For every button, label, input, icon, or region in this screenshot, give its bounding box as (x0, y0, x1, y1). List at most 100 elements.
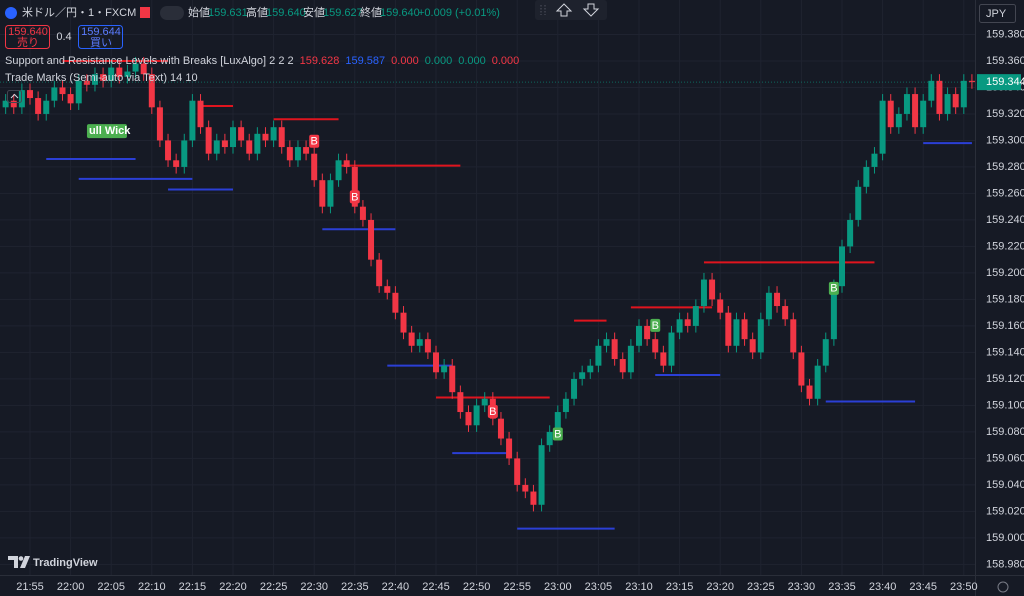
y-tick-label: 159.360 (986, 55, 1024, 67)
candle-body (611, 339, 618, 360)
symbol[interactable]: 米ドル／円・1・FXCM (22, 6, 136, 19)
buy-label[interactable]: 買い (90, 36, 112, 49)
candle-body (806, 385, 813, 399)
collapse-button[interactable] (7, 90, 22, 103)
candle-body (920, 100, 927, 128)
x-tick-label: 22:40 (382, 581, 410, 593)
indicator-name: Trade Marks (Semi-auto via Text) 14 10 (5, 72, 198, 84)
symbol-icon (5, 7, 17, 19)
candle-body (798, 352, 805, 386)
high-value: 159.640 (266, 7, 306, 19)
toolbar (535, 0, 607, 20)
x-tick-label: 22:50 (463, 581, 491, 593)
currency-button[interactable] (979, 4, 1016, 23)
candle-body (619, 359, 626, 373)
candle-body (221, 140, 228, 148)
candle-body (124, 71, 131, 77)
y-tick-label: 159.120 (986, 373, 1024, 385)
indicator-value: 159.587 (345, 55, 385, 67)
x-tick-label: 23:50 (950, 581, 978, 593)
candle-body (473, 405, 480, 426)
logo-dot (18, 556, 24, 561)
candle-body (676, 319, 683, 333)
candle-body (522, 484, 529, 492)
candle-body (91, 74, 98, 85)
candle-body (595, 345, 602, 366)
y-tick-label: 159.040 (986, 479, 1024, 491)
y-tick-label: 159.200 (986, 267, 1024, 279)
candle-body (205, 127, 212, 154)
candle-body (335, 160, 342, 181)
settings-icon[interactable] (997, 581, 1009, 593)
candle-body (2, 100, 9, 108)
candle-body (148, 74, 155, 108)
flag[interactable] (140, 7, 150, 18)
x-tick-label: 23:10 (625, 581, 653, 593)
x-tick-label: 23:00 (544, 581, 572, 593)
candle-body (782, 306, 789, 320)
candle-body (400, 312, 407, 333)
candle-body (725, 312, 732, 346)
signal-label: B (489, 406, 496, 418)
y-tick-label: 159.100 (986, 399, 1024, 411)
x-tick-label: 22:05 (97, 581, 125, 593)
logo-text[interactable]: TradingView (33, 557, 98, 569)
candle-body (83, 80, 90, 85)
candle-body (75, 80, 82, 104)
candle-body (579, 372, 586, 379)
x-tick-label: 22:10 (138, 581, 166, 593)
candle-body (668, 332, 675, 366)
close-value: 159.640 (380, 7, 420, 19)
x-tick-label: 22:35 (341, 581, 369, 593)
indicator-value: 0.000 (391, 55, 419, 67)
candle-body (465, 412, 472, 426)
scroll-down[interactable] (582, 3, 600, 17)
sell-price[interactable]: 159.640 (8, 26, 48, 38)
candle-body (636, 325, 642, 346)
candle-body (887, 100, 894, 128)
signal-label: B (554, 428, 561, 440)
candle-body (238, 127, 245, 141)
candle-body (709, 279, 716, 300)
candle-body (35, 98, 42, 114)
candle-body (262, 133, 269, 141)
y-tick-label: 159.060 (986, 452, 1024, 464)
candle-body (871, 153, 878, 167)
candle-body (733, 319, 740, 346)
candle-body (652, 339, 659, 353)
candle-body (43, 100, 50, 114)
indicator-value: 0.000 (492, 55, 520, 67)
indicator-value: 0.000 (458, 55, 486, 67)
x-tick-label: 22:30 (300, 581, 328, 593)
candle-body (863, 166, 870, 187)
sell-button[interactable] (5, 25, 50, 49)
candle-body (546, 431, 553, 446)
status-toggle[interactable] (160, 6, 184, 20)
candle-body (173, 160, 180, 167)
candle-body (27, 90, 33, 99)
buy-button[interactable] (78, 25, 123, 49)
candle-body (936, 80, 943, 114)
x-tick-label: 22:20 (219, 581, 247, 593)
currency[interactable]: JPY (986, 8, 1007, 20)
collapse-icon (10, 93, 19, 99)
y-tick-label: 159.240 (986, 214, 1024, 226)
candle-body (424, 339, 431, 353)
candles (2, 56, 975, 512)
y-tick-label: 159.300 (986, 134, 1024, 146)
signal-marker (349, 190, 360, 204)
candle-body (562, 398, 569, 413)
candle-body (270, 127, 277, 141)
candle-body (530, 491, 537, 505)
logo-mark (8, 556, 30, 568)
candle-body (213, 140, 220, 154)
sell-label[interactable]: 売り (17, 36, 39, 49)
scroll-up[interactable] (555, 3, 573, 17)
candle-body (10, 100, 17, 108)
candle-body (538, 445, 545, 505)
buy-price[interactable]: 159.644 (81, 26, 121, 38)
candle-body (311, 153, 318, 181)
candle-body (814, 365, 821, 399)
